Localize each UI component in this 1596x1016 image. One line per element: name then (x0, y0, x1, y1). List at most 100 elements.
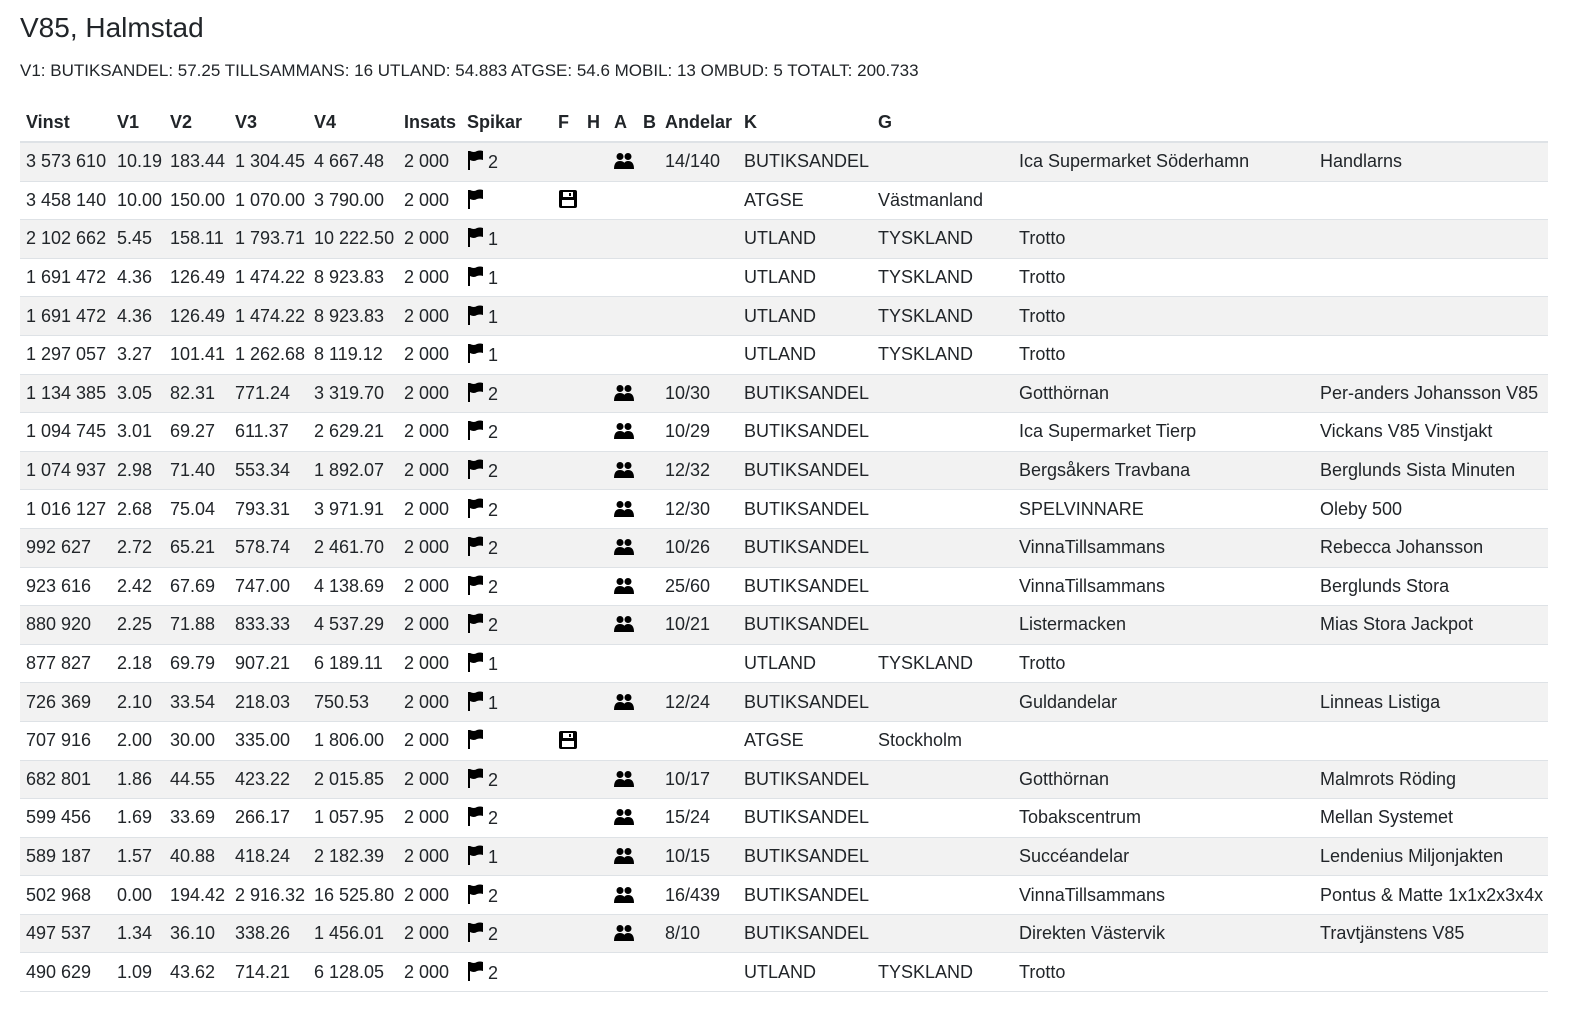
table-row[interactable]: 880 920 2.25 71.88 833.33 4 537.29 2 000 2 10/… (20, 605, 1548, 645)
cell-insats: 2 000 (398, 219, 461, 259)
table-row[interactable]: 1 691 472 4.36 126.49 1 474.22 8 923.83 2 000… (20, 296, 1548, 336)
table-row[interactable]: 726 369 2.10 33.54 218.03 750.53 2 000 1 12/24… (20, 682, 1548, 722)
cell-v1: 2.98 (111, 451, 164, 491)
cell-v2: 101.41 (164, 335, 229, 375)
cell-v4: 3 971.91 (308, 489, 398, 529)
cell-v2: 158.11 (164, 219, 229, 259)
flag-icon (468, 343, 483, 364)
cell-a (608, 605, 637, 645)
table-row[interactable]: 2 102 662 5.45 158.11 1 793.71 10 222.50 2 00… (20, 219, 1548, 259)
table-row[interactable]: 1 094 745 3.01 69.27 611.37 2 629.21 2 000 2 1… (20, 412, 1548, 452)
column-header[interactable] (1314, 104, 1548, 143)
cell-b (637, 258, 659, 298)
cell-v2: 65.21 (164, 528, 229, 568)
cell-vinst: 1 074 937 (20, 451, 111, 491)
cell-b (637, 914, 659, 954)
cell-andelar: 14/140 (659, 142, 738, 182)
cell-v4: 2 629.21 (308, 412, 398, 452)
cell-v3: 833.33 (229, 605, 308, 645)
column-header[interactable]: V3 (229, 104, 308, 143)
group-icon (614, 886, 634, 903)
column-header[interactable]: G (872, 104, 1013, 143)
column-header[interactable]: F (552, 104, 581, 143)
cell-a (608, 914, 637, 954)
cell-lag (1314, 335, 1548, 375)
table-row[interactable]: 502 968 0.00 194.42 2 916.32 16 525.80 2 000 … (20, 875, 1548, 915)
column-header[interactable]: V4 (308, 104, 398, 143)
cell-v3: 418.24 (229, 837, 308, 877)
flag-icon (468, 922, 483, 943)
table-row[interactable]: 1 134 385 3.05 82.31 771.24 3 319.70 2 000 2 1… (20, 374, 1548, 414)
column-header[interactable]: H (581, 104, 608, 143)
table-row[interactable]: 3 458 140 10.00 150.00 1 070.00 3 790.00 2 00… (20, 181, 1548, 221)
cell-v2: 36.10 (164, 914, 229, 954)
cell-g: TYSKLAND (872, 219, 1013, 259)
table-row[interactable]: 992 627 2.72 65.21 578.74 2 461.70 2 000 2 10/… (20, 528, 1548, 568)
column-header[interactable]: K (738, 104, 872, 143)
cell-insats: 2 000 (398, 181, 461, 221)
cell-spikar: 1 (461, 258, 552, 298)
table-row[interactable]: 1 016 127 2.68 75.04 793.31 3 971.91 2 000 2 1… (20, 489, 1548, 529)
cell-h (581, 914, 608, 954)
cell-v3: 1 070.00 (229, 181, 308, 221)
table-row[interactable]: 1 297 057 3.27 101.41 1 262.68 8 119.12 2 000… (20, 335, 1548, 375)
spikar-count: 2 (488, 615, 499, 636)
cell-andelar: 12/32 (659, 451, 738, 491)
flag-icon (468, 382, 483, 402)
cell-andelar (659, 721, 738, 761)
cell-h (581, 567, 608, 607)
cell-h (581, 412, 608, 452)
flag-icon (468, 845, 483, 865)
cell-k: BUTIKSANDEL (738, 528, 872, 568)
cell-k: ATGSE (738, 721, 872, 761)
cell-ombud: VinnaTillsammans (1013, 528, 1314, 568)
column-header[interactable]: Insats (398, 104, 461, 143)
cell-lag: Vickans V85 Vinstjakt (1314, 412, 1548, 452)
summary-line: V1: BUTIKSANDEL: 57.25 TILLSAMMANS: 16 U… (20, 61, 919, 80)
cell-k: BUTIKSANDEL (738, 875, 872, 915)
table-row[interactable]: 923 616 2.42 67.69 747.00 4 138.69 2 000 2 25/… (20, 567, 1548, 607)
cell-spikar: 2 (461, 567, 552, 607)
column-header[interactable]: V1 (111, 104, 164, 143)
cell-b (637, 875, 659, 915)
cell-f (552, 528, 581, 568)
cell-ombud (1013, 721, 1314, 761)
cell-f (552, 296, 581, 336)
cell-v1: 4.36 (111, 296, 164, 336)
table-row[interactable]: 682 801 1.86 44.55 423.22 2 015.85 2 000 2 10/… (20, 760, 1548, 800)
cell-v1: 2.00 (111, 721, 164, 761)
table-row[interactable]: 490 629 1.09 43.62 714.21 6 128.05 2 000 2 UTL… (20, 952, 1548, 993)
column-header[interactable]: Andelar (659, 104, 738, 143)
column-header[interactable]: V2 (164, 104, 229, 143)
cell-spikar: 2 (461, 528, 552, 568)
table-row[interactable]: 877 827 2.18 69.79 907.21 6 189.11 2 000 1 UTL… (20, 644, 1548, 684)
table-row[interactable]: 1 691 472 4.36 126.49 1 474.22 8 923.83 2 000… (20, 258, 1548, 298)
cell-lag: Rebecca Johansson (1314, 528, 1548, 568)
cell-v2: 75.04 (164, 489, 229, 529)
table-row[interactable]: 3 573 610 10.19 183.44 1 304.45 4 667.48 2 00… (20, 142, 1548, 182)
column-header[interactable]: A (608, 104, 637, 143)
cell-spikar: 1 (461, 335, 552, 375)
cell-a (608, 875, 637, 915)
cell-v4: 2 015.85 (308, 760, 398, 800)
cell-v3: 578.74 (229, 528, 308, 568)
cell-spikar: 1 (461, 644, 552, 684)
cell-vinst: 880 920 (20, 605, 111, 645)
cell-v3: 747.00 (229, 567, 308, 607)
table-row[interactable]: 599 456 1.69 33.69 266.17 1 057.95 2 000 2 15/… (20, 798, 1548, 838)
column-header[interactable] (1013, 104, 1314, 143)
table-row[interactable]: 707 916 2.00 30.00 335.00 1 806.00 2 000 ATGS… (20, 721, 1548, 761)
column-header[interactable]: Spikar (461, 104, 552, 143)
cell-k: UTLAND (738, 219, 872, 259)
cell-vinst: 992 627 (20, 528, 111, 568)
cell-andelar (659, 219, 738, 259)
column-header[interactable]: Vinst (20, 104, 111, 143)
cell-v1: 1.09 (111, 952, 164, 993)
table-row[interactable]: 497 537 1.34 36.10 338.26 1 456.01 2 000 2 8/1… (20, 914, 1548, 954)
column-header[interactable]: B (637, 104, 659, 143)
cell-v2: 69.79 (164, 644, 229, 684)
cell-insats: 2 000 (398, 451, 461, 491)
cell-v3: 771.24 (229, 374, 308, 414)
table-row[interactable]: 1 074 937 2.98 71.40 553.34 1 892.07 2 000 2 1… (20, 451, 1548, 491)
table-row[interactable]: 589 187 1.57 40.88 418.24 2 182.39 2 000 1 10/… (20, 837, 1548, 877)
